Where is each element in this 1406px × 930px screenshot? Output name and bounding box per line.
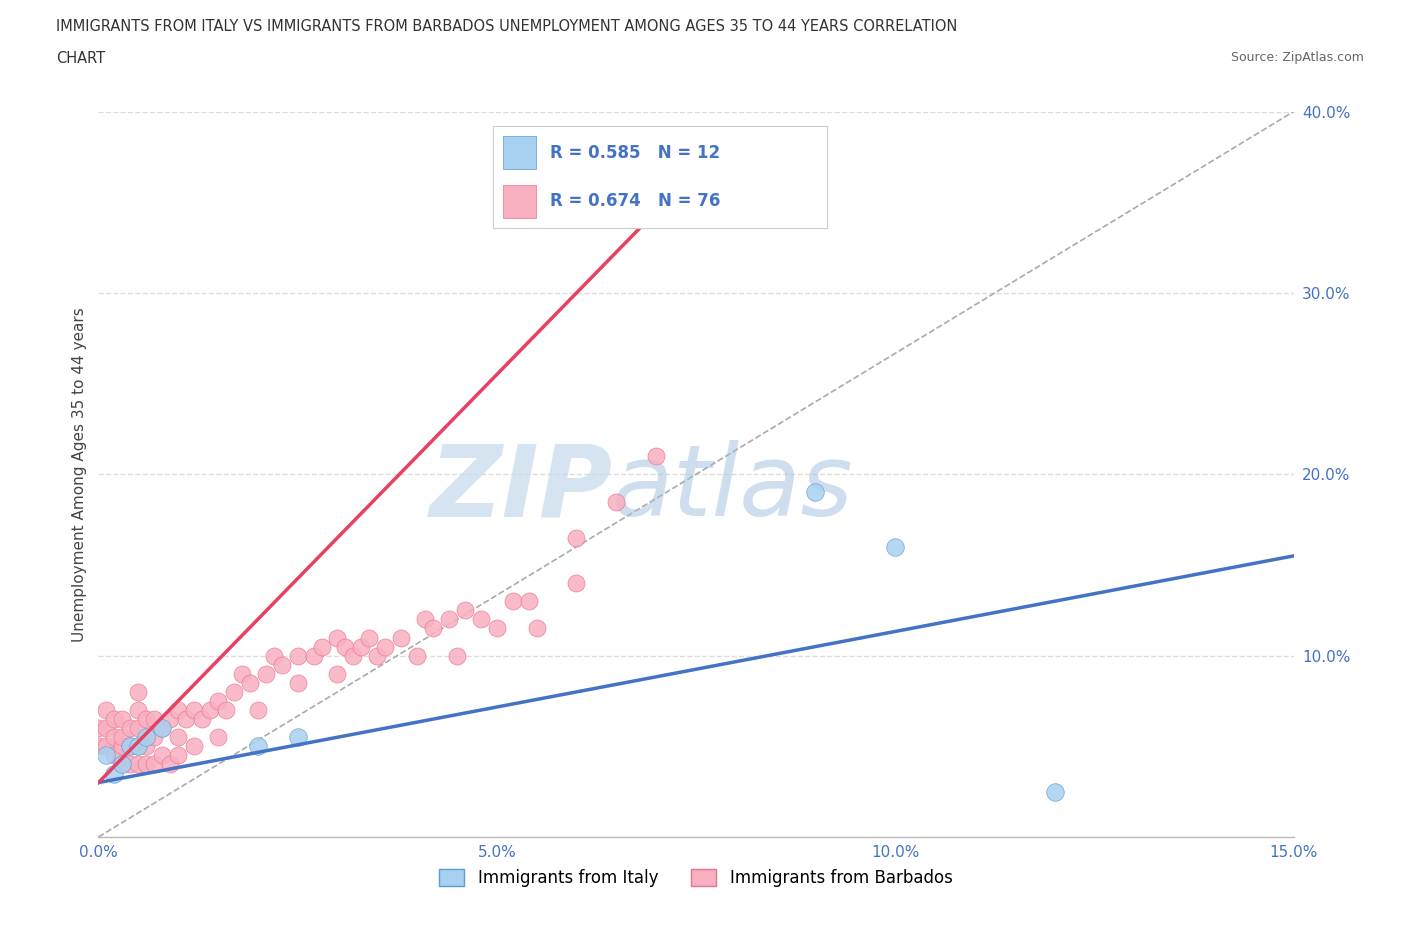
Point [96, 703, 118, 718]
Point [120, 738, 142, 753]
Point [120, 738, 142, 753]
Point [231, 667, 253, 682]
Point [287, 648, 309, 663]
Point [406, 648, 429, 663]
Point [159, 757, 181, 772]
Point [127, 738, 149, 753]
Point [454, 603, 477, 618]
Text: atlas: atlas [613, 440, 853, 538]
Text: ZIP: ZIP [429, 440, 613, 538]
Point [1043, 784, 1066, 799]
Legend: Immigrants from Italy, Immigrants from Barbados: Immigrants from Italy, Immigrants from B… [433, 862, 959, 894]
Point [207, 730, 229, 745]
Point [565, 576, 588, 591]
Point [254, 667, 277, 682]
Point [326, 667, 349, 682]
Point [127, 757, 149, 772]
Point [127, 721, 149, 736]
Point [605, 494, 627, 509]
Point [350, 639, 373, 654]
Point [87, 738, 110, 753]
Point [207, 694, 229, 709]
Point [222, 684, 245, 699]
Point [111, 757, 134, 772]
Point [167, 703, 190, 718]
Point [517, 594, 540, 609]
Point [135, 738, 157, 753]
Point [111, 738, 134, 753]
Point [135, 730, 157, 745]
Point [884, 539, 907, 554]
Point [111, 711, 134, 726]
Point [167, 730, 190, 745]
Point [326, 631, 349, 645]
Point [96, 738, 118, 753]
Point [87, 721, 110, 736]
Point [374, 639, 396, 654]
Point [422, 621, 444, 636]
Point [287, 675, 309, 690]
Point [96, 721, 118, 736]
Text: CHART: CHART [56, 51, 105, 66]
Point [389, 631, 412, 645]
Point [150, 721, 173, 736]
Point [159, 711, 181, 726]
Point [111, 757, 134, 772]
Point [120, 757, 142, 772]
Point [96, 748, 118, 763]
Point [342, 648, 364, 663]
Point [127, 738, 149, 753]
Point [263, 648, 285, 663]
Point [526, 621, 548, 636]
Point [174, 711, 197, 726]
Point [359, 631, 381, 645]
Point [143, 711, 166, 726]
Point [135, 711, 157, 726]
Point [270, 658, 292, 672]
Point [143, 757, 166, 772]
Point [470, 612, 492, 627]
Point [246, 703, 269, 718]
Point [183, 738, 205, 753]
Point [335, 639, 357, 654]
Point [167, 748, 190, 763]
Point [239, 675, 262, 690]
Point [103, 766, 125, 781]
Point [120, 721, 142, 736]
Point [183, 703, 205, 718]
Point [485, 621, 508, 636]
Point [413, 612, 436, 627]
Y-axis label: Unemployment Among Ages 35 to 44 years: Unemployment Among Ages 35 to 44 years [72, 307, 87, 642]
Point [135, 757, 157, 772]
Point [103, 711, 125, 726]
Text: Source: ZipAtlas.com: Source: ZipAtlas.com [1230, 51, 1364, 64]
Point [437, 612, 460, 627]
Point [103, 730, 125, 745]
Point [565, 530, 588, 545]
Point [191, 711, 214, 726]
Point [502, 594, 524, 609]
Point [287, 730, 309, 745]
Point [103, 748, 125, 763]
Point [311, 639, 333, 654]
Point [198, 703, 221, 718]
Point [366, 648, 388, 663]
Point [446, 648, 468, 663]
Point [150, 748, 173, 763]
Point [127, 684, 149, 699]
Point [215, 703, 238, 718]
Point [111, 730, 134, 745]
Point [246, 738, 269, 753]
Point [645, 449, 668, 464]
Point [143, 730, 166, 745]
Point [127, 703, 149, 718]
Point [804, 485, 827, 500]
Point [302, 648, 325, 663]
Point [150, 721, 173, 736]
Text: IMMIGRANTS FROM ITALY VS IMMIGRANTS FROM BARBADOS UNEMPLOYMENT AMONG AGES 35 TO : IMMIGRANTS FROM ITALY VS IMMIGRANTS FROM… [56, 19, 957, 33]
